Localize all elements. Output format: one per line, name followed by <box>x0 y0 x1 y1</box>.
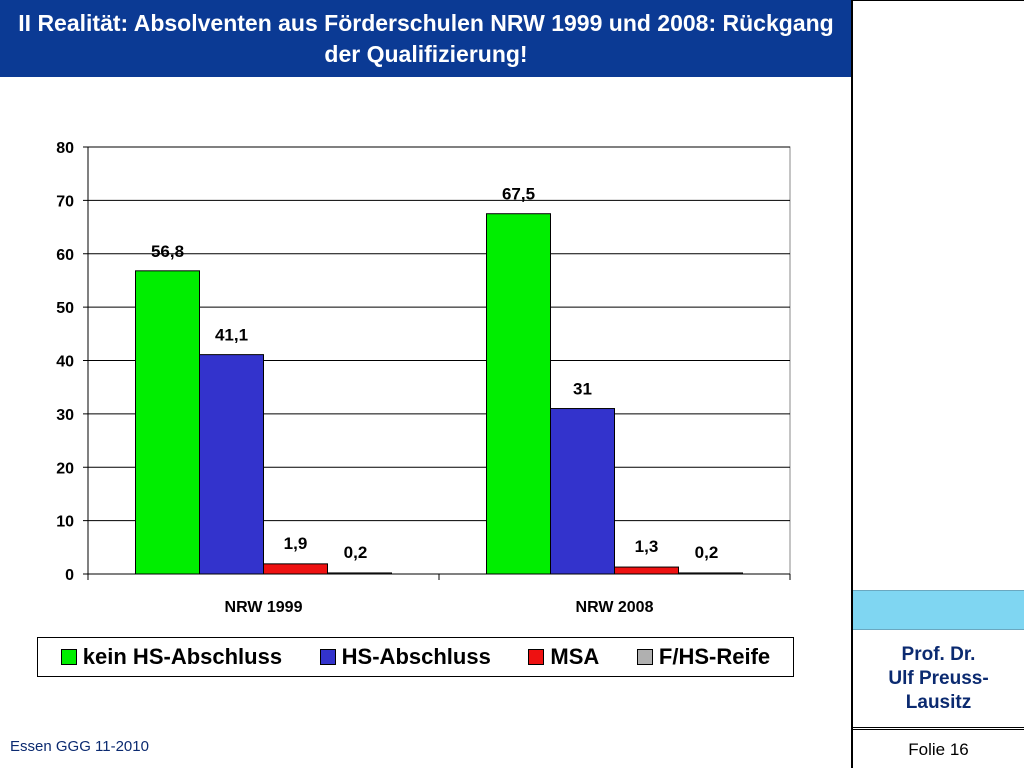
author-line-1: Prof. Dr. <box>901 643 976 665</box>
chart-legend: kein HS-Abschluss HS-Abschluss MSA F/HS-Rei… <box>37 637 794 677</box>
data-label: 31 <box>573 380 592 399</box>
legend-swatch <box>528 649 545 665</box>
slide-title: II Realität: Absolventen aus Förderschul… <box>18 9 834 67</box>
author-line-3: Lausitz <box>905 691 972 713</box>
legend-label: kein HS-Abschluss <box>82 644 283 669</box>
bar-chart: 0 10 20 30 40 50 60 70 80 56,8 41,1 1,9 0,2 NRW 1999 6… <box>56 140 791 616</box>
legend-label: MSA <box>550 644 600 669</box>
panel-divider <box>851 0 853 768</box>
footer-text: Essen GGG 11-2010 <box>10 738 149 755</box>
y-tick-label: 80 <box>56 140 74 157</box>
slide-number: Folie 16 <box>853 729 1024 769</box>
data-label: 56,8 <box>151 242 184 261</box>
author-line-2: Ulf Preuss- <box>888 667 989 689</box>
legend-swatch <box>319 649 336 665</box>
legend-label: F/HS-Reife <box>658 644 771 669</box>
bar <box>199 354 264 575</box>
legend-swatch <box>60 649 77 665</box>
legend-swatch <box>636 649 653 665</box>
data-label: 1,9 <box>284 534 308 553</box>
accent-panel <box>853 590 1024 630</box>
y-tick-label: 60 <box>56 247 74 264</box>
legend-item: kein HS-Abschluss <box>60 644 283 670</box>
bar <box>614 566 679 575</box>
y-tick-label: 50 <box>56 300 74 317</box>
legend-item: HS-Abschluss <box>319 644 491 670</box>
data-label: 0,2 <box>695 543 719 562</box>
panel-top-line <box>852 0 1024 1</box>
data-label: 67,5 <box>502 185 535 204</box>
data-label: 1,3 <box>635 537 659 556</box>
x-tick-label: NRW 1999 <box>225 599 303 616</box>
y-tick-label: 30 <box>56 407 74 424</box>
data-label: 0,2 <box>344 543 368 562</box>
y-tick-label: 20 <box>56 460 74 477</box>
slide-title-bar: II Realität: Absolventen aus Förderschul… <box>0 0 852 77</box>
y-tick-label: 0 <box>65 567 74 584</box>
bar <box>486 213 551 575</box>
legend-item: MSA <box>528 644 599 670</box>
y-tick-label: 10 <box>56 514 74 531</box>
y-tick-label: 40 <box>56 354 74 371</box>
y-tick-label: 70 <box>56 193 74 210</box>
bar <box>550 408 615 575</box>
bar <box>135 270 200 575</box>
author-box: Prof. Dr. Ulf Preuss- Lausitz <box>853 630 1024 728</box>
x-tick-label: NRW 2008 <box>576 599 654 616</box>
legend-label: HS-Abschluss <box>341 644 491 669</box>
legend-item: F/HS-Reife <box>636 644 771 670</box>
data-label: 41,1 <box>215 326 248 345</box>
bar <box>263 563 328 575</box>
